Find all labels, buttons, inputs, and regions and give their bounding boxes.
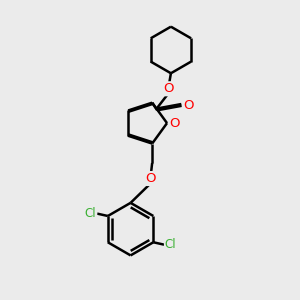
Text: Cl: Cl: [165, 238, 176, 251]
Text: O: O: [163, 82, 174, 95]
Text: Cl: Cl: [85, 207, 96, 220]
Text: O: O: [146, 172, 156, 185]
Text: O: O: [183, 99, 194, 112]
Text: O: O: [169, 117, 180, 130]
